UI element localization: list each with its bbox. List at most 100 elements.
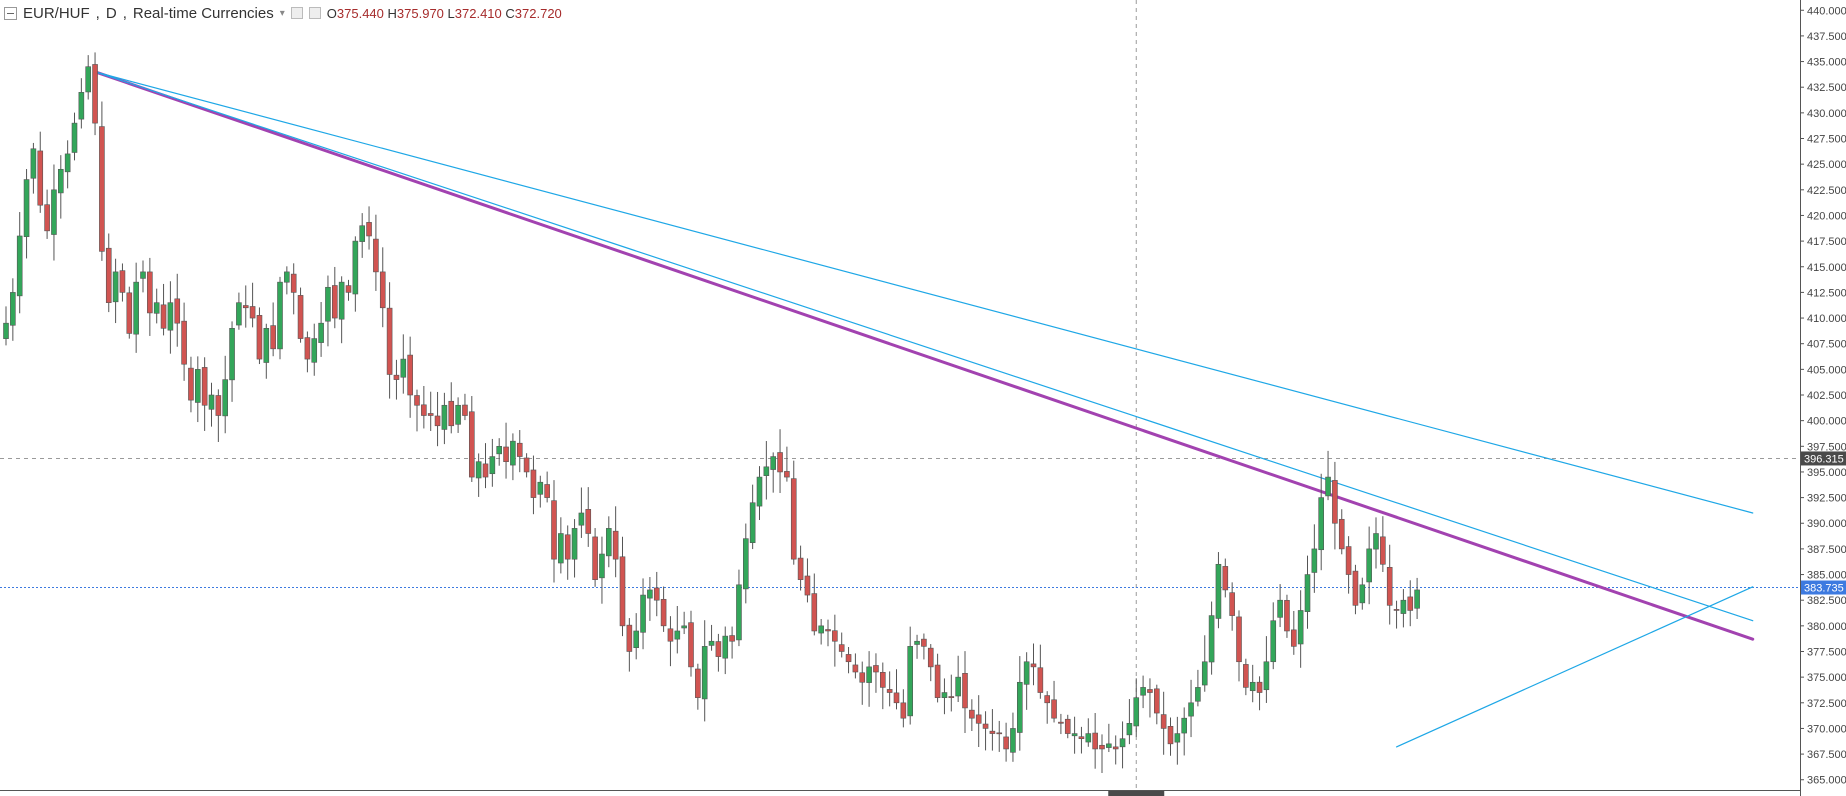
candle [1215,552,1222,629]
price-tick-label: 392.500 [1807,493,1846,505]
candle [1373,517,1379,569]
legend-separator: , [95,4,100,22]
candle [722,626,729,675]
candle [1174,716,1181,765]
candle-body-down [715,641,722,657]
candle [421,385,427,429]
candle [379,247,386,328]
price-tick-label: 372.500 [1807,698,1846,710]
candle-body-down [414,395,420,406]
candle [510,433,516,481]
symbol-name[interactable]: EUR/HUF [23,4,90,22]
collapse-icon[interactable] [4,6,17,20]
trendline-layer[interactable] [93,70,1755,748]
price-tick-label: 410.000 [1807,313,1846,325]
candle-body-up [763,466,770,476]
candle [701,620,708,722]
candle [1366,526,1372,605]
candle [373,214,379,291]
candle [1304,555,1311,629]
trendline-blue[interactable] [1395,586,1754,748]
candle-body-down [612,530,619,560]
candle [1359,577,1366,610]
candle [304,331,311,373]
candle [284,266,290,295]
candle [790,460,797,565]
candle-body-up [222,379,228,417]
candle-body-down [1229,592,1235,616]
price-tick-label: 425.000 [1807,159,1846,171]
candle-body-up [1140,687,1146,696]
candle-body-down [37,150,44,206]
candle-body-down [44,204,50,232]
candle [222,355,228,434]
candle-body-down [270,325,276,350]
trendline-purple[interactable] [93,70,1755,641]
candle-body-down [448,400,455,427]
price-tick-label: 427.500 [1807,134,1846,146]
candle-body-down [468,411,475,478]
candle [297,287,304,343]
candle-body-up [722,635,729,659]
candle [558,517,564,574]
candle-body-down [160,304,167,329]
candle [1270,602,1277,670]
candle-body-up [229,328,235,381]
candle [37,131,44,213]
candle-body-up [10,292,16,326]
candle-body-down [147,271,153,314]
candle-body-down [934,664,941,698]
candle [1003,722,1009,762]
candle-body-up [818,625,824,634]
candle-body-up [941,692,948,698]
candle [181,302,187,381]
candle-body-down [564,534,571,560]
trendline-blue[interactable] [94,71,1754,514]
candle [160,283,167,336]
candle-body-up [30,148,37,179]
candle [825,619,831,647]
candle [78,78,85,129]
candle-body-up [1085,733,1092,743]
candle [338,276,345,344]
candle [729,626,735,659]
candle [23,169,30,259]
candle [742,523,749,604]
candle-body-up [1010,728,1016,753]
candle-body-up [599,553,605,579]
candle [633,613,640,660]
candle-body-up [681,625,687,629]
legend-separator: , [122,4,127,22]
candle [1277,584,1283,628]
candle [318,302,324,357]
dropdown-arrow-icon[interactable]: ▾ [279,7,285,19]
trendline-blue[interactable] [94,71,1754,622]
candle [975,695,982,747]
candle [777,429,783,494]
candle [1263,636,1270,703]
open-label: O [326,5,337,21]
candle-body-up [736,584,742,641]
candle-body-down [201,367,208,406]
candle-body-up [1215,563,1222,619]
visibility-icon[interactable] [290,7,303,19]
candle [325,275,331,347]
candle [112,258,119,324]
candle-body-down [832,630,838,642]
candle-body-down [1380,536,1386,565]
candle [105,233,112,313]
candle-body-down [188,367,194,401]
settings-icon[interactable] [308,7,321,19]
candle [57,155,64,219]
candle [1099,734,1105,773]
candle-body-down [660,598,667,627]
candle-body-up [647,589,653,599]
candle [1407,580,1414,627]
candle [934,653,941,703]
candle [1318,473,1324,571]
candle-body-down [304,337,311,360]
price-tick-label: 435.000 [1807,57,1846,69]
